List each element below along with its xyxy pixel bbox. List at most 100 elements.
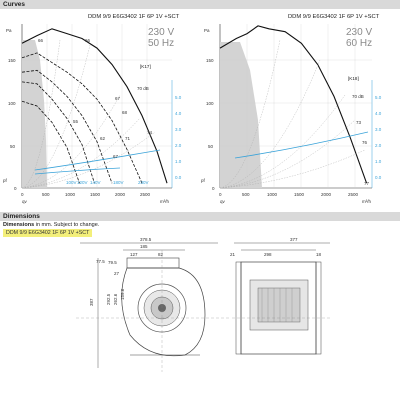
dimensions-title: Dimensions bbox=[3, 213, 40, 220]
left-rtick-3: 3.0 bbox=[175, 127, 182, 132]
dim-27: 27 bbox=[114, 271, 120, 276]
left-y-unit: Pa bbox=[6, 28, 12, 33]
efficiency-line bbox=[219, 119, 356, 189]
left-pt-70db: 70 dB bbox=[137, 86, 149, 91]
right-ytick-0: 0 bbox=[212, 186, 215, 191]
power-line bbox=[34, 167, 121, 175]
left-speed-100v: 100V bbox=[66, 180, 77, 185]
right-stall-zone bbox=[220, 42, 262, 188]
right-ytick-150: 150 bbox=[206, 58, 214, 63]
right-pt-76: 76 bbox=[362, 140, 368, 145]
dim-77-5: 77.5 bbox=[96, 259, 105, 264]
left-x-unit: m³/h bbox=[160, 199, 169, 204]
dim-185: 185 bbox=[140, 244, 148, 249]
dim-262-6: 262.6 bbox=[113, 293, 118, 305]
right-box-label: [K18] bbox=[348, 76, 359, 81]
left-efficiency-lines bbox=[21, 39, 161, 189]
dim-82: 82 bbox=[158, 252, 164, 257]
left-model-title: DDM 9/9 E6G3402 1F 6P 1V +SCT bbox=[88, 14, 180, 20]
right-grid bbox=[220, 24, 372, 188]
right-pf-label: pf bbox=[201, 178, 206, 183]
left-rtick-4: 4.0 bbox=[175, 111, 182, 116]
right-qv-label: qv bbox=[220, 199, 226, 204]
efficiency-line bbox=[219, 149, 366, 189]
right-rtick-0: 0.0 bbox=[375, 175, 382, 180]
left-rtick-0: 0.0 bbox=[175, 175, 182, 180]
left-pt-74: 74 bbox=[147, 130, 153, 135]
curves-section-header: Curves bbox=[0, 0, 400, 9]
right-efficiency-lines bbox=[219, 39, 369, 189]
left-pt-66a: 66 bbox=[38, 38, 44, 43]
left-qv-label: qv bbox=[22, 199, 28, 204]
curve-230v bbox=[21, 28, 168, 184]
left-grid bbox=[22, 24, 172, 188]
right-voltage: 230 V bbox=[346, 27, 372, 38]
left-speed-230v: 230V bbox=[138, 180, 149, 185]
front-view-drawing: 378.5 185 127 82 77.5 79.5 27 292.5 262.… bbox=[76, 237, 230, 372]
left-frequency: 50 Hz bbox=[148, 38, 174, 49]
left-xtick-1500: 1500 bbox=[90, 192, 101, 197]
left-stall-zone bbox=[22, 40, 47, 188]
left-pt-62: 62 bbox=[100, 136, 106, 141]
curve-180v bbox=[21, 52, 143, 184]
dim-377: 377 bbox=[290, 237, 298, 242]
left-rtick-5: 5.0 bbox=[175, 95, 182, 100]
dimensions-note: Dimensions in mm. Subject to change. bbox=[3, 222, 100, 228]
model-highlight: DDM 9/9 E6G3402 1F 6P 1V +SCT bbox=[3, 229, 93, 237]
right-rtick-2: 2.0 bbox=[375, 143, 382, 148]
efficiency-line bbox=[219, 59, 321, 189]
left-ytick-150: 150 bbox=[8, 58, 16, 63]
left-ytick-100: 100 bbox=[8, 101, 16, 106]
power-line bbox=[34, 149, 161, 171]
efficiency-line bbox=[219, 94, 346, 189]
left-speed-140v: 140V bbox=[90, 180, 101, 185]
right-rtick-1: 1.0 bbox=[375, 159, 382, 164]
dim-387: 387 bbox=[89, 298, 94, 306]
side-view-drawing: 377 298 21 18 bbox=[230, 237, 330, 355]
dimensions-section-header: Dimensions bbox=[0, 212, 400, 221]
left-chart: DDM 9/9 E6G3402 1F 6P 1V +SCT 230 V 50 H… bbox=[3, 14, 182, 204]
left-voltage: 230 V bbox=[148, 27, 174, 38]
left-pt-67b: 67 bbox=[113, 154, 119, 159]
dim-159-6: 159.6 bbox=[120, 288, 125, 300]
right-ytick-100: 100 bbox=[206, 101, 214, 106]
left-xtick-0: 0 bbox=[21, 192, 24, 197]
dim-292-5: 292.5 bbox=[106, 293, 111, 305]
right-pt-73: 73 bbox=[356, 120, 362, 125]
left-xtick-500: 500 bbox=[42, 192, 50, 197]
dim-378-5: 378.5 bbox=[140, 237, 152, 242]
right-x-unit: m³/h bbox=[362, 199, 371, 204]
curves-title: Curves bbox=[3, 1, 26, 8]
efficiency-line bbox=[21, 117, 141, 189]
left-pf-label: pf bbox=[3, 178, 8, 183]
left-xtick-2500: 2500 bbox=[140, 192, 151, 197]
dim-21: 21 bbox=[230, 252, 236, 257]
left-pt-71: 71 bbox=[125, 136, 131, 141]
dim-298: 298 bbox=[264, 252, 272, 257]
left-xtick-1000: 1000 bbox=[65, 192, 76, 197]
right-model-title: DDM 9/9 E6G3402 1F 6P 1V +SCT bbox=[288, 14, 380, 20]
efficiency-line bbox=[21, 131, 156, 189]
right-pt-77: 77 bbox=[364, 181, 370, 186]
efficiency-line bbox=[21, 39, 61, 189]
efficiency-line bbox=[21, 44, 91, 189]
dim-18: 18 bbox=[316, 252, 322, 257]
left-rtick-1: 1.0 bbox=[175, 159, 182, 164]
efficiency-line bbox=[21, 94, 121, 189]
right-pt-70db: 70 dB bbox=[352, 94, 364, 99]
curve-230v bbox=[219, 25, 368, 184]
left-xtick-2000: 2000 bbox=[115, 192, 126, 197]
right-xtick-2000: 2000 bbox=[321, 192, 332, 197]
left-speed-120v: 120V bbox=[77, 180, 88, 185]
left-speed-180v: 180V bbox=[113, 180, 124, 185]
right-xtick-2500: 2500 bbox=[348, 192, 359, 197]
curve-100v bbox=[21, 100, 80, 184]
dim-127: 127 bbox=[130, 252, 138, 257]
right-xtick-1000: 1000 bbox=[267, 192, 278, 197]
dim-79-5: 79.5 bbox=[108, 260, 117, 265]
right-rtick-4: 4.0 bbox=[375, 111, 382, 116]
right-rtick-5: 5.0 bbox=[375, 95, 382, 100]
right-y-unit: Pa bbox=[204, 28, 210, 33]
left-pt-67: 67 bbox=[115, 96, 121, 101]
